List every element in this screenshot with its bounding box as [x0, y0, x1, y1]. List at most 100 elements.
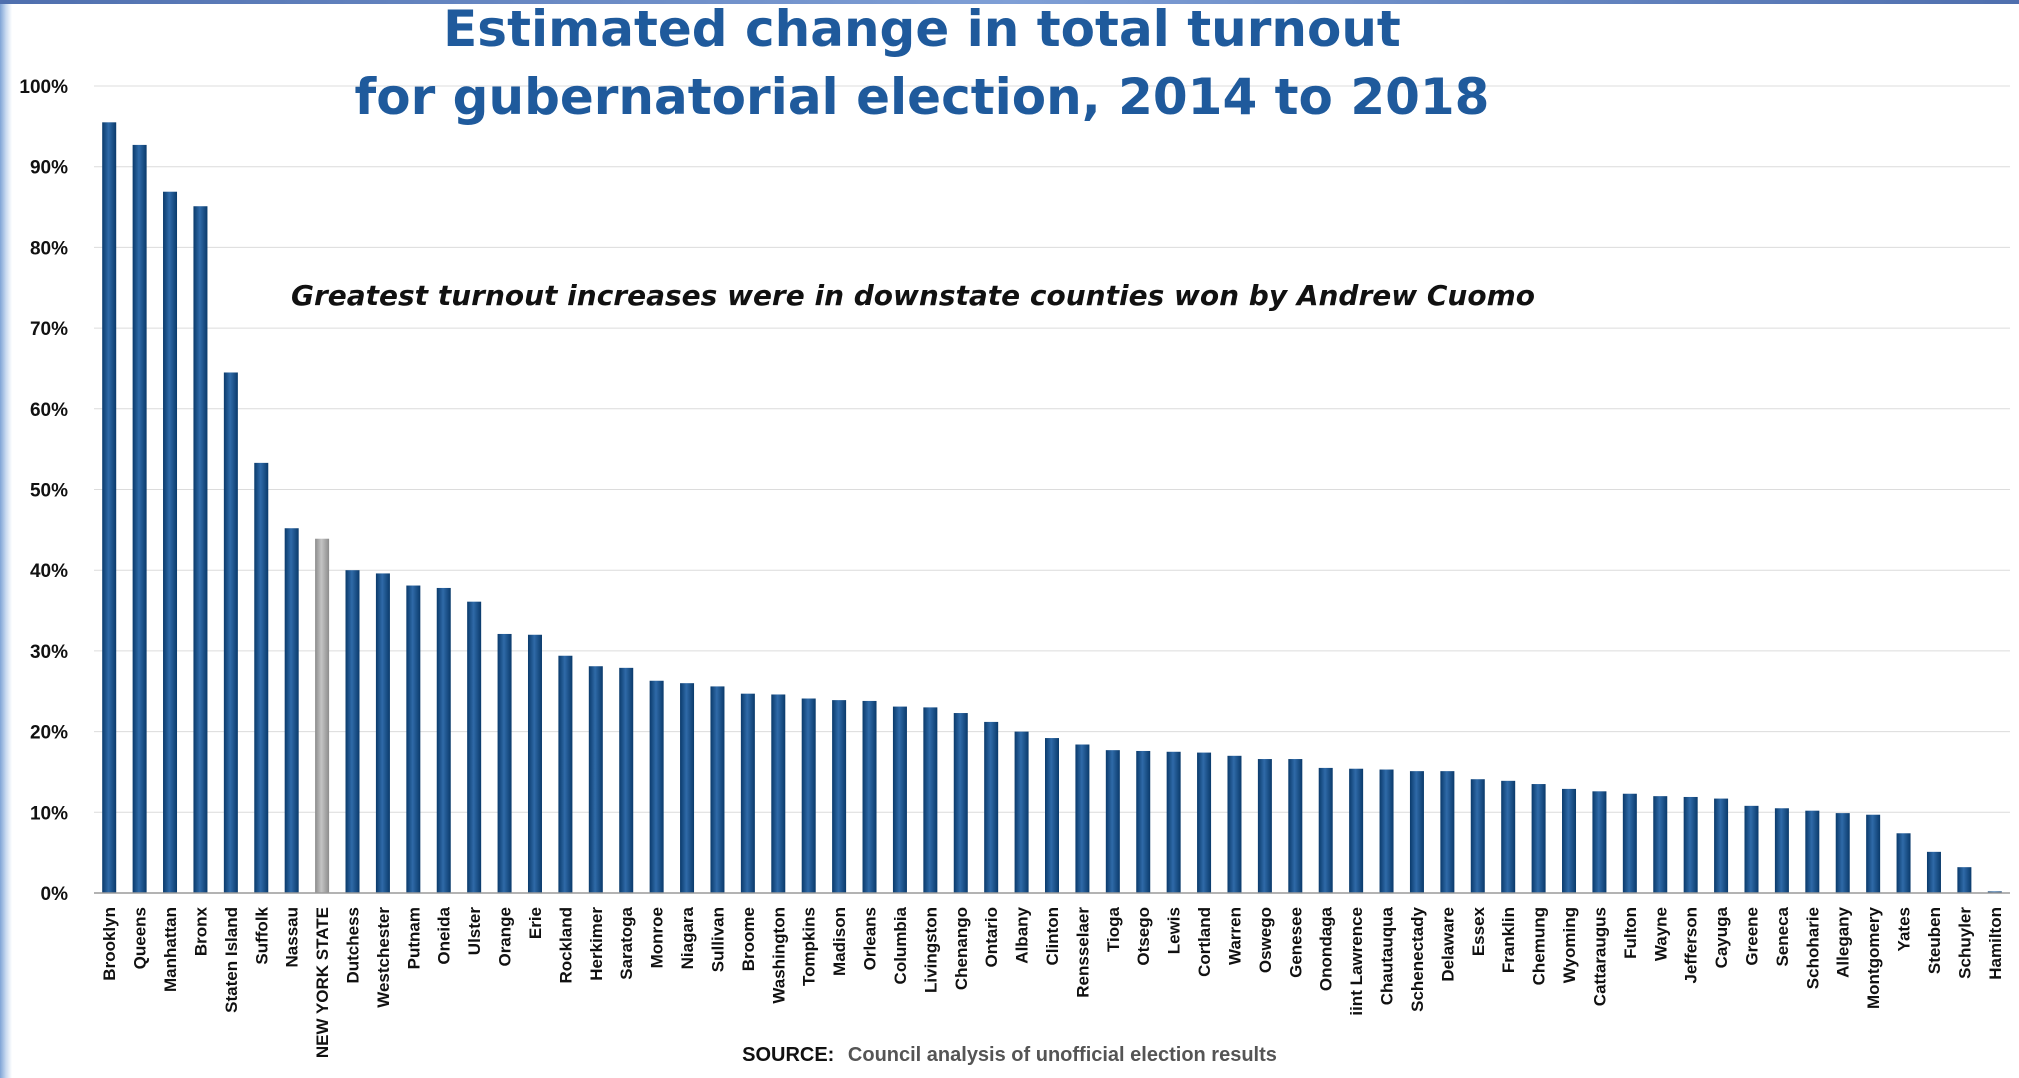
- x-tick-label: iint Lawrence: [1347, 907, 1366, 1016]
- x-axis-ticks: Brooklyn Queens Manhattan Bronx Staten Islan…: [100, 906, 2005, 1058]
- bar-livingston: [923, 707, 938, 893]
- x-tick-label: Orleans: [861, 907, 880, 970]
- bar-hamilton: [1987, 891, 2002, 893]
- bar-oneida: [436, 587, 451, 893]
- x-tick-label: Ulster: [465, 907, 484, 956]
- x-tick-label: Onondaga: [1317, 906, 1336, 991]
- bar-wyoming: [1562, 788, 1577, 893]
- bar-erie: [527, 634, 542, 893]
- x-tick-label: Saratoga: [617, 906, 636, 979]
- bar-delaware: [1440, 771, 1455, 893]
- chart-title-line-2: for gubernatorial election, 2014 to 2018: [355, 68, 1490, 126]
- x-tick-label: Clinton: [1043, 907, 1062, 966]
- bar-bronx: [193, 206, 208, 894]
- chart-title-line-1: Estimated change in total turnout: [443, 0, 1401, 58]
- bar-schuyler: [1957, 867, 1972, 893]
- x-tick-label: Niagara: [678, 906, 697, 969]
- bar-yates: [1896, 833, 1911, 893]
- x-tick-label: Orange: [496, 907, 515, 967]
- x-tick-label: Delaware: [1438, 907, 1457, 982]
- x-tick-label: Westchester: [374, 907, 393, 1008]
- x-tick-label: Erie: [526, 907, 545, 939]
- x-tick-label: NEW YORK STATE: [313, 907, 332, 1058]
- x-tick-label: Manhattan: [161, 907, 180, 992]
- bar-chautauqua: [1379, 769, 1394, 893]
- bar-allegany: [1835, 813, 1850, 893]
- x-tick-label: Albany: [1013, 906, 1032, 963]
- x-tick-label: Queens: [131, 907, 150, 969]
- bar-essex: [1470, 779, 1485, 893]
- x-tick-label: Lewis: [1165, 907, 1184, 954]
- x-tick-label: Washington: [769, 907, 788, 1004]
- bar-genesee: [1288, 759, 1303, 893]
- x-tick-label: Broome: [739, 907, 758, 971]
- bar-niagara: [680, 683, 695, 893]
- bar-broome: [740, 693, 755, 893]
- x-tick-label: Montgomery: [1864, 906, 1883, 1009]
- bar-suffolk: [254, 462, 269, 893]
- x-tick-label: Yates: [1895, 907, 1914, 951]
- x-tick-label: Cortland: [1195, 907, 1214, 977]
- x-tick-label: Madison: [830, 907, 849, 976]
- x-tick-label: Putnam: [404, 907, 423, 969]
- x-tick-label: Warren: [1225, 907, 1244, 965]
- y-tick-label: 30%: [30, 642, 68, 663]
- bar-wayne: [1653, 796, 1668, 893]
- x-tick-label: Livingston: [921, 907, 940, 993]
- x-tick-label: Cattaraugus: [1590, 907, 1609, 1006]
- bar-clinton: [1045, 738, 1059, 893]
- x-tick-label: Tompkins: [800, 907, 819, 986]
- y-tick-label: 50%: [30, 481, 68, 502]
- bar-ulster: [467, 601, 482, 893]
- x-tick-label: Schoharie: [1803, 907, 1822, 989]
- x-tick-label: Essex: [1469, 906, 1488, 956]
- bar-tompkins: [801, 698, 816, 893]
- bar-warren: [1227, 755, 1242, 893]
- bar-herkimer: [588, 666, 603, 893]
- x-tick-label: Genesee: [1286, 907, 1305, 978]
- bar-sullivan: [710, 686, 725, 893]
- bar-jefferson: [1683, 796, 1698, 893]
- x-tick-label: Tioga: [1104, 906, 1123, 952]
- bar-tioga: [1105, 750, 1120, 893]
- x-tick-label: Oneida: [435, 906, 454, 964]
- bar-cayuga: [1714, 798, 1729, 893]
- bar-nassau: [284, 528, 299, 893]
- bar-monroe: [649, 680, 664, 893]
- bar-onondaga: [1318, 767, 1333, 893]
- top-border: [0, 0, 2019, 4]
- x-tick-label: Steuben: [1925, 907, 1944, 974]
- x-tick-label: Oswego: [1256, 907, 1275, 973]
- x-tick-label: Seneca: [1773, 906, 1792, 966]
- bar-rensselaer: [1075, 744, 1090, 893]
- x-tick-label: Cayuga: [1712, 906, 1731, 968]
- bar-columbia: [892, 706, 907, 893]
- bar-chemung: [1531, 784, 1546, 893]
- bar-madison: [832, 700, 847, 893]
- bar-dutchess: [345, 570, 360, 893]
- bar-iint-lawrence: [1349, 768, 1364, 893]
- x-tick-label: Schenectady: [1408, 906, 1427, 1011]
- x-tick-label: Brooklyn: [100, 907, 119, 981]
- bar-putnam: [406, 585, 421, 893]
- source-text: Council analysis of unofficial election …: [847, 1044, 1277, 1066]
- bar-schenectady: [1409, 771, 1424, 893]
- bar-new-york-state: [315, 538, 330, 893]
- x-tick-label: Greene: [1742, 907, 1761, 966]
- x-tick-label: Ontario: [982, 907, 1001, 967]
- y-tick-label: 80%: [30, 238, 68, 259]
- bar-otsego: [1136, 750, 1151, 893]
- bar-franklin: [1501, 780, 1516, 893]
- bar-chenango: [953, 713, 968, 893]
- bar-montgomery: [1866, 814, 1881, 893]
- x-tick-label: Sullivan: [708, 907, 727, 972]
- y-tick-label: 20%: [30, 723, 68, 744]
- x-tick-label: Rockland: [556, 907, 575, 984]
- x-tick-label: Franklin: [1499, 907, 1518, 973]
- source-note: SOURCE: Council analysis of unofficial e…: [0, 1044, 2019, 1067]
- x-tick-label: Chenango: [952, 907, 971, 990]
- y-tick-label: 0%: [41, 884, 69, 905]
- bar-orleans: [862, 700, 877, 893]
